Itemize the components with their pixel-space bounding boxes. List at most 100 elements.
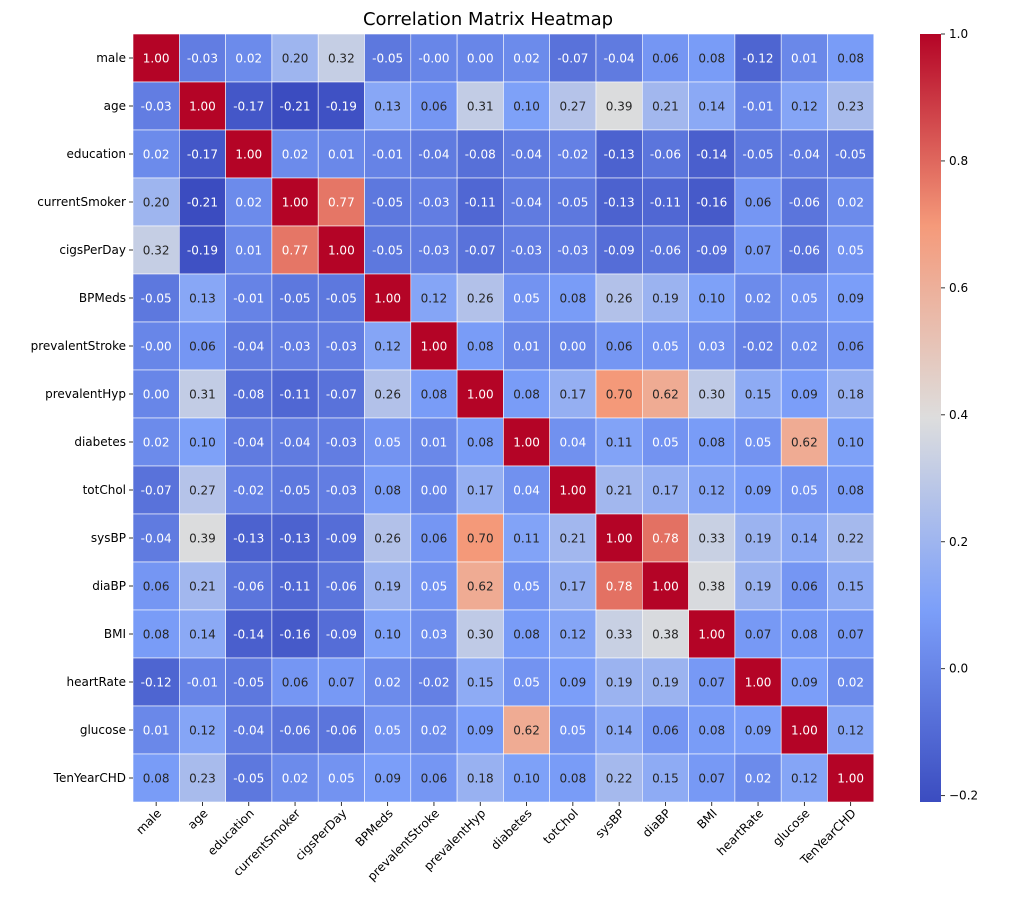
cell-value-label: 0.08 (559, 292, 586, 306)
cell-value-label: -0.06 (326, 724, 357, 738)
heatmap-cell-sysBP-diaBP (641, 513, 689, 563)
cell-value-label: 0.02 (143, 148, 170, 162)
heatmap-cell-heartRate-BMI (688, 657, 736, 707)
heatmap-cell-sysBP-education (225, 513, 273, 563)
heatmap-cell-sysBP-male (132, 513, 180, 563)
cell-value-label: -0.13 (233, 532, 264, 546)
row-label-currentSmoker: currentSmoker (37, 195, 126, 209)
cell-value-label: -0.19 (326, 100, 357, 114)
heatmap-cell-prevalentStroke-diabetes (503, 321, 550, 371)
cell-value-label: 0.39 (606, 100, 633, 114)
cell-value-label: -0.04 (511, 148, 542, 162)
cell-value-label: 0.02 (282, 772, 309, 786)
heatmap-cell-male-diaBP (641, 33, 689, 83)
cell-value-label: 0.07 (837, 628, 864, 642)
cell-value-label: 0.21 (189, 580, 216, 594)
chart-title: Correlation Matrix Heatmap (363, 9, 613, 30)
heatmap-cell-prevalentHyp-heartRate (734, 369, 782, 419)
cell-value-label: 1.00 (189, 100, 216, 114)
heatmap-cell-prevalentStroke-BPMeds (364, 321, 412, 371)
cell-value-label: 0.19 (745, 532, 772, 546)
heatmap-cell-cigsPerDay-prevalentHyp (456, 225, 504, 275)
heatmap-cell-male-age (179, 33, 226, 83)
heatmap-cell-male-heartRate (734, 33, 782, 83)
heatmap-cell-currentSmoker-TenYearCHD (827, 177, 875, 227)
cell-value-label: 0.06 (282, 676, 309, 690)
heatmap-cell-diaBP-BPMeds (364, 561, 412, 611)
heatmap-cell-currentSmoker-prevalentHyp (456, 177, 504, 227)
cell-value-label: 1.00 (559, 484, 586, 498)
cell-value-label: 1.00 (143, 52, 170, 66)
heatmap-cells: 1.00 -0.03 0.02 0.20 0.32 -0.05 -0.00 0.00 0.02 -… (132, 33, 875, 803)
heatmap-cell-diaBP-cigsPerDay (317, 561, 365, 611)
cell-value-label: 0.06 (143, 580, 170, 594)
cell-value-label: -0.11 (280, 388, 311, 402)
cell-value-label: -0.07 (141, 484, 172, 498)
heatmap-cell-BPMeds-currentSmoker (271, 273, 319, 323)
heatmap-cell-sysBP-prevalentStroke (410, 513, 458, 563)
heatmap-cell-education-sysBP (595, 129, 643, 179)
cell-value-label: 0.12 (698, 484, 725, 498)
cell-value-label: 0.06 (745, 196, 772, 210)
colorbar-tick-label: −0.2 (949, 789, 978, 803)
heatmap-cell-sysBP-currentSmoker (271, 513, 319, 563)
cell-value-label: -0.03 (326, 484, 357, 498)
cell-value-label: 0.05 (745, 436, 772, 450)
heatmap-cell-sysBP-prevalentHyp (456, 513, 504, 563)
heatmap-cell-heartRate-TenYearCHD (827, 657, 875, 707)
cell-value-label: 0.30 (467, 628, 494, 642)
cell-value-label: 0.32 (143, 244, 170, 258)
heatmap-cell-totChol-age (179, 465, 226, 515)
cell-value-label: -0.16 (696, 196, 727, 210)
cell-value-label: -0.06 (233, 580, 264, 594)
heatmap-cell-education-BMI (688, 129, 736, 179)
cell-value-label: -0.04 (141, 532, 172, 546)
row-label-diaBP: diaBP (92, 579, 126, 593)
cell-value-label: -0.11 (280, 580, 311, 594)
heatmap-cell-TenYearCHD-currentSmoker (271, 753, 319, 803)
heatmap-cell-heartRate-diaBP (641, 657, 689, 707)
cell-value-label: -0.05 (326, 292, 357, 306)
heatmap-cell-prevalentHyp-totChol (549, 369, 597, 419)
cell-value-label: 0.02 (837, 196, 864, 210)
cell-value-label: -0.04 (604, 52, 635, 66)
colorbar-tick-label: 1.0 (949, 27, 968, 41)
cell-value-label: 0.38 (652, 628, 679, 642)
cell-value-label: -0.17 (233, 100, 264, 114)
cell-value-label: -0.06 (280, 724, 311, 738)
cell-value-label: -0.04 (233, 340, 264, 354)
cell-value-label: -0.05 (372, 52, 403, 66)
heatmap-cell-diaBP-glucose (780, 561, 828, 611)
heatmap-cell-sysBP-BPMeds (364, 513, 412, 563)
heatmap-cell-prevalentHyp-education (225, 369, 273, 419)
cell-value-label: 0.06 (652, 52, 679, 66)
cell-value-label: 0.19 (652, 292, 679, 306)
cell-value-label: 0.07 (698, 772, 725, 786)
heatmap-cell-TenYearCHD-cigsPerDay (317, 753, 365, 803)
column-label-diabetes: diabetes (488, 806, 534, 852)
cell-value-label: 0.14 (791, 532, 818, 546)
cell-value-label: 0.12 (837, 724, 864, 738)
cell-value-label: -0.02 (557, 148, 588, 162)
heatmap-cell-TenYearCHD-prevalentStroke (410, 753, 458, 803)
cell-value-label: 1.00 (652, 580, 679, 594)
cell-value-label: 0.02 (282, 148, 309, 162)
heatmap-cell-BPMeds-glucose (780, 273, 828, 323)
heatmap-cell-cigsPerDay-heartRate (734, 225, 782, 275)
row-label-prevalentHyp: prevalentHyp (45, 387, 126, 401)
cell-value-label: 0.02 (421, 724, 448, 738)
cell-value-label: 0.02 (235, 52, 262, 66)
cell-value-label: -0.02 (743, 340, 774, 354)
cell-value-label: 0.27 (559, 100, 586, 114)
heatmap-cell-prevalentHyp-sysBP (595, 369, 643, 419)
cell-value-label: -0.07 (557, 52, 588, 66)
heatmap-cell-diaBP-prevalentHyp (456, 561, 504, 611)
cell-value-label: 0.04 (513, 484, 540, 498)
cell-value-label: 1.00 (698, 628, 725, 642)
cell-value-label: 0.02 (374, 676, 401, 690)
cell-value-label: 0.08 (467, 436, 494, 450)
cell-value-label: -0.05 (141, 292, 172, 306)
cell-value-label: -0.00 (418, 52, 449, 66)
cell-value-label: -0.03 (557, 244, 588, 258)
cell-value-label: 0.10 (513, 100, 540, 114)
